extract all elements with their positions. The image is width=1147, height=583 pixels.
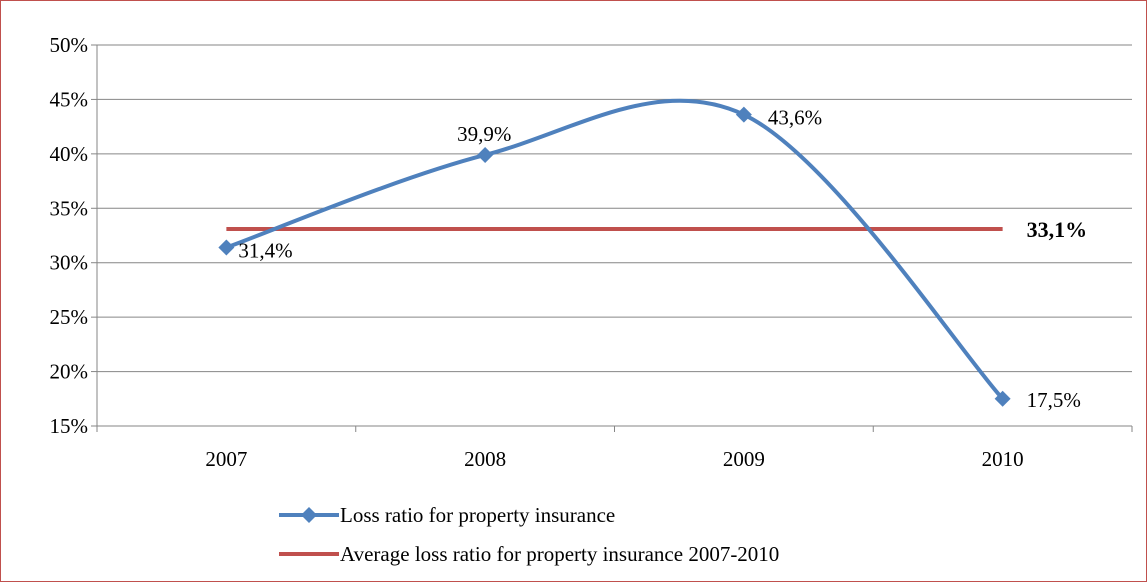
- series-layer: [218, 98, 1011, 407]
- data-point-marker: [735, 106, 752, 123]
- x-tick-label: 2010: [982, 447, 1024, 471]
- data-label: 39,9%: [457, 122, 511, 146]
- y-tick-label: 35%: [50, 196, 89, 220]
- data-label-average: 33,1%: [1027, 217, 1088, 242]
- legend-label-loss-ratio: Loss ratio for property insurance: [340, 503, 615, 527]
- y-tick-label: 15%: [50, 414, 89, 438]
- y-tick-label: 40%: [50, 142, 89, 166]
- y-tick-label: 25%: [50, 305, 89, 329]
- data-point-marker: [218, 239, 235, 256]
- data-label: 31,4%: [238, 238, 292, 262]
- x-tick-label: 2009: [723, 447, 765, 471]
- y-tick-label: 50%: [50, 33, 89, 57]
- data-label: 17,5%: [1027, 388, 1081, 412]
- y-tick-label: 45%: [50, 87, 89, 111]
- legend-label-average: Average loss ratio for property insuranc…: [340, 542, 779, 566]
- legend-marker-loss-ratio: [301, 507, 317, 523]
- y-tick-label: 30%: [50, 251, 89, 275]
- series-line-loss-ratio: [224, 98, 1005, 401]
- data-label: 43,6%: [768, 106, 822, 130]
- x-tick-label: 2008: [464, 447, 506, 471]
- axes: 15% 20% 25% 30% 35% 40% 45% 50% 2007 2008 2009 2010: [50, 33, 1133, 471]
- x-tick-label: 2007: [205, 447, 247, 471]
- data-point-marker: [477, 146, 494, 163]
- data-point-marker: [994, 390, 1011, 407]
- gridlines: [97, 44, 1132, 373]
- legend: Loss ratio for property insurance Averag…: [279, 503, 779, 566]
- y-tick-label: 20%: [50, 360, 89, 384]
- data-labels: 33,1% 31,4% 39,9% 43,6% 17,5%: [238, 106, 1087, 412]
